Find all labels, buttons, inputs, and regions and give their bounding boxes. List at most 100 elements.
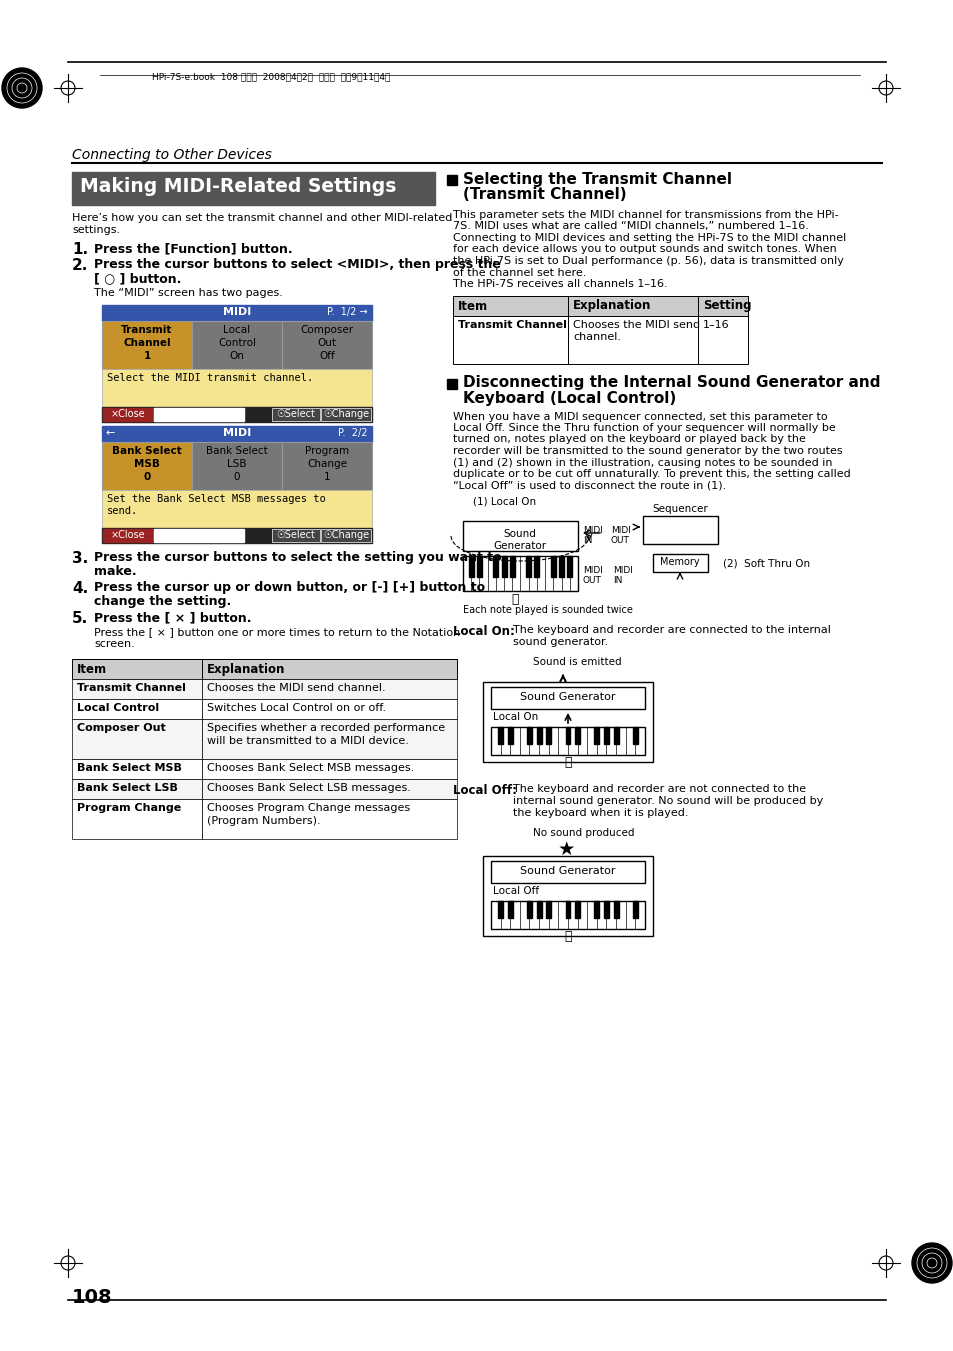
Text: Explanation: Explanation [573, 300, 651, 312]
Text: The HPi-7S receives all channels 1–16.: The HPi-7S receives all channels 1–16. [453, 280, 667, 289]
Text: MIDI: MIDI [223, 307, 251, 317]
Bar [320, 530, 371, 542]
Bar [71, 698, 202, 719]
Bar [526, 901, 532, 917]
Bar [501, 557, 506, 577]
Text: 1.: 1. [71, 242, 88, 257]
Text: Each note played is sounded twice: Each note played is sounded twice [462, 605, 632, 615]
Text: Sequencer: Sequencer [652, 504, 707, 513]
Bar [497, 727, 502, 744]
Text: Chooses Program Change messages: Chooses Program Change messages [207, 802, 410, 813]
Bar [71, 759, 202, 780]
Text: Off: Off [319, 351, 335, 361]
Text: ×Close: ×Close [111, 409, 145, 419]
Text: Connecting to Other Devices: Connecting to Other Devices [71, 149, 272, 162]
Text: On: On [230, 351, 244, 361]
Bar [320, 408, 371, 422]
Text: settings.: settings. [71, 226, 120, 235]
Bar [575, 901, 579, 917]
Text: Bank Select: Bank Select [112, 446, 182, 457]
Text: ★: ★ [557, 840, 574, 859]
Text: 5.: 5. [71, 611, 89, 626]
Bar [482, 682, 652, 762]
Bar [447, 378, 456, 389]
Text: 0: 0 [143, 471, 151, 482]
Text: Item: Item [457, 300, 488, 312]
Text: MIDI
OUT: MIDI OUT [610, 526, 630, 546]
Text: 0: 0 [233, 471, 240, 482]
Text: HPi-7S-e.book  108 ページ  2008年4月2日  水曜日  午前9時11剱4分: HPi-7S-e.book 108 ページ 2008年4月2日 水曜日 午前9時… [152, 72, 390, 81]
Text: The “MIDI” screen has two pages.: The “MIDI” screen has two pages. [94, 288, 283, 299]
Bar [493, 557, 497, 577]
Bar [491, 688, 644, 709]
Text: Switches Local Control on or off.: Switches Local Control on or off. [207, 703, 386, 713]
Text: (1) and (2) shown in the illustration, causing notes to be sounded in: (1) and (2) shown in the illustration, c… [453, 458, 832, 467]
Bar [202, 780, 456, 798]
Text: The keyboard and recorder are not connected to the: The keyboard and recorder are not connec… [513, 784, 805, 794]
Bar [565, 901, 570, 917]
Text: Local Off. Since the Thru function of your sequencer will normally be: Local Off. Since the Thru function of yo… [453, 423, 835, 434]
Text: Press the [ × ] button one or more times to return to the Notation: Press the [ × ] button one or more times… [94, 627, 459, 638]
Text: 1–16: 1–16 [702, 319, 729, 330]
Bar [509, 557, 515, 577]
Text: Selecting the Transmit Channel: Selecting the Transmit Channel [462, 172, 731, 186]
Bar [71, 659, 456, 680]
Text: Press the [Function] button.: Press the [Function] button. [94, 242, 293, 255]
Bar [537, 901, 541, 917]
Bar [153, 408, 244, 422]
Text: 108: 108 [71, 1288, 112, 1306]
Bar [71, 798, 202, 839]
Text: Setting: Setting [702, 300, 751, 312]
Text: 7S. MIDI uses what are called “MIDI channels,” numbered 1–16.: 7S. MIDI uses what are called “MIDI chan… [453, 222, 808, 231]
Text: Disconnecting the Internal Sound Generator and: Disconnecting the Internal Sound Generat… [462, 376, 880, 390]
Text: Sound Generator: Sound Generator [519, 692, 615, 703]
Bar [482, 857, 652, 936]
Text: the HPi-7S is set to Dual performance (p. 56), data is transmitted only: the HPi-7S is set to Dual performance (p… [453, 255, 843, 266]
Bar [567, 316, 698, 363]
Bar [567, 296, 698, 316]
Text: “Local Off” is used to disconnect the route in (1).: “Local Off” is used to disconnect the ro… [453, 481, 725, 490]
Bar [71, 719, 202, 759]
Text: ☉Select: ☉Select [276, 530, 315, 540]
Bar [565, 727, 570, 744]
Text: MIDI
IN: MIDI IN [613, 566, 632, 585]
Text: 3.: 3. [71, 551, 89, 566]
Bar [546, 727, 551, 744]
Bar [71, 172, 435, 205]
Text: the keyboard when it is played.: the keyboard when it is played. [513, 808, 688, 817]
Bar [103, 408, 152, 422]
Text: turned on, notes played on the keyboard or played back by the: turned on, notes played on the keyboard … [453, 435, 805, 444]
Text: Control: Control [218, 338, 255, 349]
Bar [453, 296, 747, 316]
Bar [603, 727, 608, 744]
Text: for each device allows you to output sounds and switch tones. When: for each device allows you to output sou… [453, 245, 836, 254]
Text: 1: 1 [323, 471, 330, 482]
Bar [447, 176, 456, 185]
Text: 👋: 👋 [511, 593, 518, 607]
Text: Chooses the MIDI send channel.: Chooses the MIDI send channel. [207, 684, 385, 693]
Text: Transmit Channel: Transmit Channel [77, 684, 186, 693]
Bar [202, 698, 456, 719]
Bar [102, 305, 372, 322]
Text: Local Off: Local Off [493, 886, 538, 896]
Bar [594, 901, 598, 917]
Bar [202, 719, 456, 759]
Text: Local On: Local On [493, 712, 537, 721]
Bar [491, 861, 644, 884]
Text: ☉Change: ☉Change [323, 530, 369, 540]
Text: (2)  Soft Thru On: (2) Soft Thru On [722, 559, 809, 569]
Text: ←: ← [106, 428, 115, 438]
Text: Local Off:: Local Off: [453, 784, 517, 797]
Bar [534, 557, 538, 577]
Text: Sound
Generator: Sound Generator [493, 530, 546, 551]
Text: (Program Numbers).: (Program Numbers). [207, 816, 320, 825]
Bar [102, 528, 372, 543]
Bar [526, 557, 531, 577]
Text: Connecting to MIDI devices and setting the HPi-7S to the MIDI channel: Connecting to MIDI devices and setting t… [453, 232, 845, 243]
Text: Composer: Composer [300, 326, 354, 335]
Text: (1) Local On: (1) Local On [473, 497, 536, 507]
Bar [282, 442, 372, 490]
Text: will be transmitted to a MIDI device.: will be transmitted to a MIDI device. [207, 736, 409, 746]
Text: recorder will be transmitted to the sound generator by the two routes: recorder will be transmitted to the soun… [453, 446, 841, 457]
Bar [491, 901, 644, 929]
